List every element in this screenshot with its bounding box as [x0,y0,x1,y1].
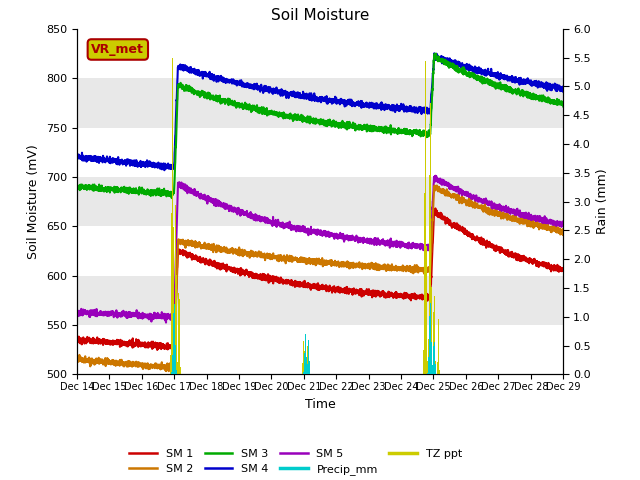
Legend: SM 1, SM 2, SM 3, SM 4, SM 5, Precip_mm, TZ ppt: SM 1, SM 2, SM 3, SM 4, SM 5, Precip_mm,… [125,444,467,480]
Bar [77,78,563,128]
Bar [77,276,563,325]
Bar [77,29,563,78]
Bar [77,226,563,276]
Y-axis label: Rain (mm): Rain (mm) [596,169,609,234]
Y-axis label: Soil Moisture (mV): Soil Moisture (mV) [28,144,40,259]
Text: VR_met: VR_met [92,43,144,56]
Bar [77,325,563,374]
Bar [77,177,563,226]
Bar [77,128,563,177]
X-axis label: Time: Time [305,397,335,410]
Title: Soil Moisture: Soil Moisture [271,9,369,24]
